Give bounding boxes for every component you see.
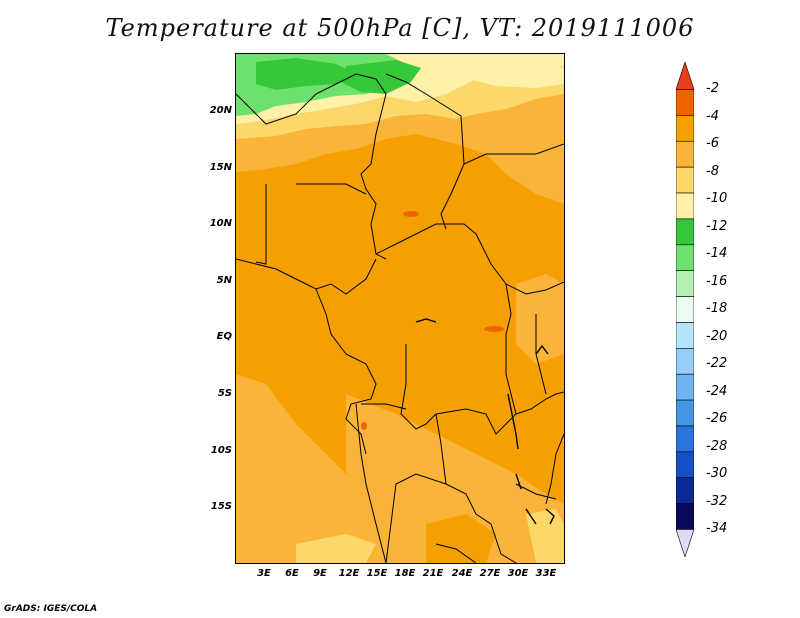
field-band-8-south xyxy=(346,394,564,563)
field-band-14-north xyxy=(256,58,356,90)
legend-label: -34 xyxy=(706,521,728,536)
legend-label: -18 xyxy=(706,301,728,316)
color-bar-swatch xyxy=(676,322,694,349)
legend-label: -6 xyxy=(706,136,719,151)
lat-label-10s: 10S xyxy=(210,445,232,456)
color-bar-swatch xyxy=(676,477,694,504)
lon-label-33e: 33E xyxy=(535,568,557,579)
color-bar-swatch xyxy=(676,296,694,323)
field-band-6-southeast xyxy=(426,514,496,563)
color-bar-swatch xyxy=(676,399,694,427)
lat-label-5n: 5N xyxy=(216,275,232,286)
lon-label-27e: 27E xyxy=(479,568,501,579)
lon-label-24e: 24E xyxy=(451,568,473,579)
lon-label-18e: 18E xyxy=(394,568,416,579)
lat-label-5s: 5S xyxy=(217,388,232,399)
color-bar-cap-top xyxy=(676,62,694,90)
color-bar-swatch xyxy=(676,425,694,453)
lon-label-30e: 30E xyxy=(507,568,529,579)
lakes xyxy=(415,318,555,525)
field-band-8-southwest xyxy=(236,374,356,563)
temperature-map xyxy=(236,54,564,563)
lat-label-15n: 15N xyxy=(209,162,232,173)
lon-label-21e: 21E xyxy=(422,568,444,579)
legend-label: -20 xyxy=(706,329,728,344)
color-bar-swatch xyxy=(676,244,694,271)
country-borders xyxy=(236,73,564,563)
field-band-12-ne xyxy=(466,62,564,88)
color-bar-swatch xyxy=(676,140,694,168)
color-bar xyxy=(676,62,694,557)
lat-label-20n: 20N xyxy=(209,105,232,116)
field-spot-4-a xyxy=(403,211,419,217)
color-bar-swatch xyxy=(676,192,694,220)
color-bar-swatch xyxy=(676,503,694,530)
color-bar-swatch xyxy=(676,270,694,297)
field-band-10-south xyxy=(296,534,376,563)
legend-label: -10 xyxy=(706,191,728,206)
legend-label: -30 xyxy=(706,466,728,481)
lon-label-12e: 12E xyxy=(338,568,360,579)
lon-label-6e: 6E xyxy=(285,568,299,579)
legend-label: -16 xyxy=(706,274,728,289)
chart-title: Temperature at 500hPa [C], VT: 201911100… xyxy=(105,14,695,42)
legend-label: -22 xyxy=(706,356,728,371)
legend-label: -26 xyxy=(706,411,728,426)
legend-label: -14 xyxy=(706,246,728,261)
color-bar-swatch xyxy=(676,218,694,246)
lon-label-9e: 9E xyxy=(313,568,327,579)
legend-label: -4 xyxy=(706,109,719,124)
color-bar-swatch xyxy=(676,373,694,401)
legend-label: -2 xyxy=(706,81,719,96)
color-bar-swatch xyxy=(676,89,694,116)
color-bar-swatch xyxy=(676,115,694,142)
color-bar-swatch xyxy=(676,166,694,194)
legend-label: -8 xyxy=(706,164,719,179)
field-spot-4-c xyxy=(361,422,367,430)
footer-credit: GrADS: IGES/COLA xyxy=(4,604,98,614)
lat-label-eq: EQ xyxy=(216,331,232,342)
legend-label: -24 xyxy=(706,384,728,399)
field-band-14-north-2 xyxy=(341,60,421,94)
lon-label-15e: 15E xyxy=(366,568,388,579)
color-bar-swatch xyxy=(676,451,694,479)
legend-label: -28 xyxy=(706,439,728,454)
color-bar-swatch xyxy=(676,348,694,375)
lon-label-3e: 3E xyxy=(257,568,271,579)
field-band-8-east xyxy=(516,274,564,364)
legend-label: -32 xyxy=(706,494,728,509)
lat-label-10n: 10N xyxy=(209,218,232,229)
field-spot-4-b xyxy=(484,326,504,332)
legend-label: -12 xyxy=(706,219,728,234)
color-bar-cap-bottom xyxy=(676,529,694,557)
lat-label-15s: 15S xyxy=(210,501,232,512)
